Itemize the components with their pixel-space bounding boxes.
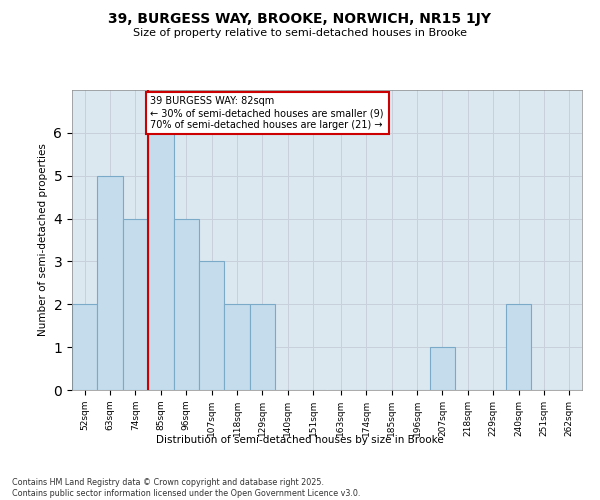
Bar [224, 304, 250, 390]
Bar [199, 262, 224, 390]
Bar [123, 218, 148, 390]
Bar [506, 304, 531, 390]
Bar [97, 176, 123, 390]
Bar [72, 304, 97, 390]
Text: Size of property relative to semi-detached houses in Brooke: Size of property relative to semi-detach… [133, 28, 467, 38]
Text: Contains HM Land Registry data © Crown copyright and database right 2025.
Contai: Contains HM Land Registry data © Crown c… [12, 478, 361, 498]
Bar [250, 304, 275, 390]
Text: Distribution of semi-detached houses by size in Brooke: Distribution of semi-detached houses by … [156, 435, 444, 445]
Bar [430, 347, 455, 390]
Y-axis label: Number of semi-detached properties: Number of semi-detached properties [38, 144, 48, 336]
Text: 39 BURGESS WAY: 82sqm
← 30% of semi-detached houses are smaller (9)
70% of semi-: 39 BURGESS WAY: 82sqm ← 30% of semi-deta… [151, 96, 384, 130]
Bar [173, 218, 199, 390]
Bar [148, 133, 173, 390]
Text: 39, BURGESS WAY, BROOKE, NORWICH, NR15 1JY: 39, BURGESS WAY, BROOKE, NORWICH, NR15 1… [109, 12, 491, 26]
